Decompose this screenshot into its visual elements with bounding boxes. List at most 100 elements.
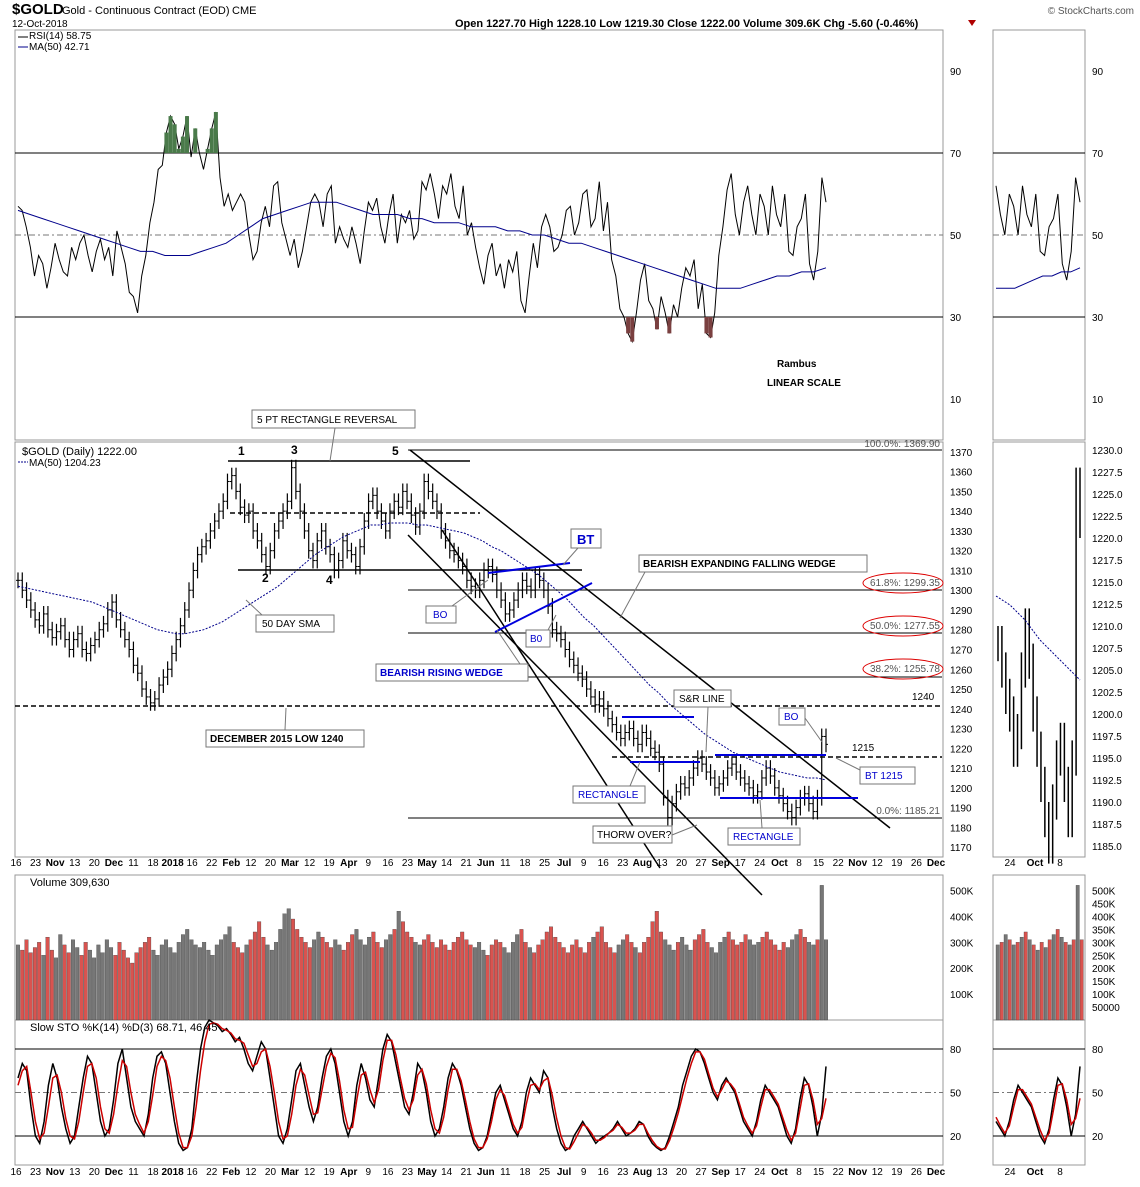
volume-bar: [100, 952, 105, 1021]
bo2-pointer: [547, 614, 557, 631]
rsi-legend-ma: MA(50) 42.71: [29, 42, 90, 53]
price-zoom-ma-line: [995, 595, 1081, 681]
volume-bar: [58, 934, 63, 1021]
volume-bar: [485, 955, 490, 1021]
volume-bar: [802, 936, 807, 1021]
volume-bar: [612, 952, 617, 1021]
volume-bar: [498, 942, 503, 1021]
rectangle1-label: RECTANGLE: [578, 790, 639, 801]
sto-tick-50: 50: [950, 1089, 962, 1100]
volume-bar: [130, 962, 135, 1021]
header-name: Gold - Continuous Contract (EOD): [62, 5, 230, 17]
volume-bar: [620, 939, 625, 1021]
volume-bar: [730, 939, 735, 1021]
bo2-label: B0: [530, 634, 543, 645]
volume-zoom-tick: 500K: [1092, 887, 1116, 898]
volume-zoom-tick: 350K: [1092, 925, 1116, 936]
volume-zoom-bar: [999, 942, 1004, 1021]
volume-bar: [299, 936, 304, 1021]
point-1: 1: [238, 444, 245, 458]
rect-reversal-pointer: [329, 427, 336, 462]
volume-bar: [371, 931, 376, 1021]
volume-bar: [206, 949, 211, 1021]
price-zoom-tick: 1195.0: [1092, 754, 1122, 765]
x-tick-top: 18: [147, 858, 159, 869]
x-tick-top: 19: [891, 858, 903, 869]
sma-pointer: [245, 599, 263, 616]
volume-bar: [578, 947, 583, 1021]
volume-bar: [646, 936, 651, 1021]
x-tick-top: Jun: [477, 858, 495, 869]
volume-bar: [231, 942, 236, 1021]
x-tick-bottom: 11: [128, 1167, 139, 1178]
x-tick-bottom: 12: [245, 1167, 257, 1178]
x-tick-top: 16: [187, 858, 199, 869]
rsi-tick-50: 50: [950, 231, 962, 242]
price-zoom-tick: 1227.5: [1092, 468, 1123, 479]
volume-bar: [20, 949, 25, 1021]
volume-bar: [312, 939, 317, 1021]
volume-tick: 100K: [950, 990, 974, 1001]
x-tick-top: 20: [676, 858, 688, 869]
volume-bar: [282, 913, 287, 1021]
volume-bar: [701, 929, 706, 1021]
volume-bar: [549, 926, 553, 1021]
volume-bar: [434, 947, 439, 1021]
level-1215-label: 1215: [852, 743, 875, 754]
volume-bar: [523, 942, 528, 1021]
volume-bar: [692, 939, 697, 1021]
rsi-zoom-ma-line: [996, 267, 1081, 289]
sma-box: [255, 614, 335, 633]
price-legend: $GOLD (Daily) 1222.00: [22, 446, 137, 458]
x-tick-top: 16: [10, 858, 22, 869]
volume-bar: [362, 944, 367, 1021]
volume-bar: [159, 944, 164, 1021]
x-tick-top: Nov: [848, 858, 867, 869]
x-tick-bottom: 18: [147, 1167, 159, 1178]
rectangle2-pointer: [759, 799, 763, 829]
volume-tick: 400K: [950, 912, 974, 923]
price-tick-1280: 1280: [950, 626, 973, 637]
bearish-rising-box: [375, 663, 529, 682]
volume-bar: [430, 942, 435, 1021]
x-tick-bottom: Oct: [771, 1167, 788, 1178]
volume-bar: [769, 939, 773, 1021]
volume-bar: [75, 947, 80, 1021]
volume-bar: [181, 934, 185, 1021]
volume-zoom-bar: [1023, 931, 1028, 1021]
volume-zoom-bar: [1055, 929, 1060, 1021]
price-zoom-tick: 1197.5: [1092, 732, 1122, 743]
price-tick-1310: 1310: [950, 566, 973, 577]
price-tick-1270: 1270: [950, 646, 973, 657]
volume-bar: [489, 944, 494, 1021]
volume-bar: [295, 929, 300, 1021]
x-tick-bottom: 16: [187, 1167, 199, 1178]
december-low-label: DECEMBER 2015 LOW 1240: [210, 734, 344, 745]
volume-bar: [532, 952, 537, 1021]
price-tick-1360: 1360: [950, 468, 973, 479]
volume-bar: [286, 908, 291, 1021]
volume-bar: [675, 942, 680, 1021]
x-tick-top: 15: [813, 858, 825, 869]
price-zoom-tick: 1210.0: [1092, 622, 1123, 633]
price-zoom-tick: 1215.0: [1092, 578, 1123, 589]
x-tick-top: 12: [245, 858, 257, 869]
volume-bar: [121, 949, 126, 1021]
x-tick-bottom: 15: [813, 1167, 825, 1178]
throw-over-label: THORW OVER?: [597, 830, 672, 841]
rectangle1-pointer: [629, 761, 641, 787]
x-tick-top: 20: [265, 858, 277, 869]
x-tick-top: 22: [833, 858, 845, 869]
rsi-ma-line: [17, 201, 827, 289]
price-tick-1200: 1200: [950, 784, 973, 795]
volume-bar: [147, 936, 152, 1021]
x-tick-top: Nov: [46, 858, 65, 869]
volume-bar: [460, 931, 465, 1021]
volume-bar: [781, 942, 786, 1021]
volume-bar: [625, 934, 630, 1021]
x-tick-bottom: 26: [911, 1167, 923, 1178]
price-tick-1330: 1330: [950, 527, 973, 538]
price-zoom-tick: 1230.0: [1092, 446, 1123, 457]
volume-bar: [536, 944, 541, 1021]
bt-box: [570, 528, 602, 549]
